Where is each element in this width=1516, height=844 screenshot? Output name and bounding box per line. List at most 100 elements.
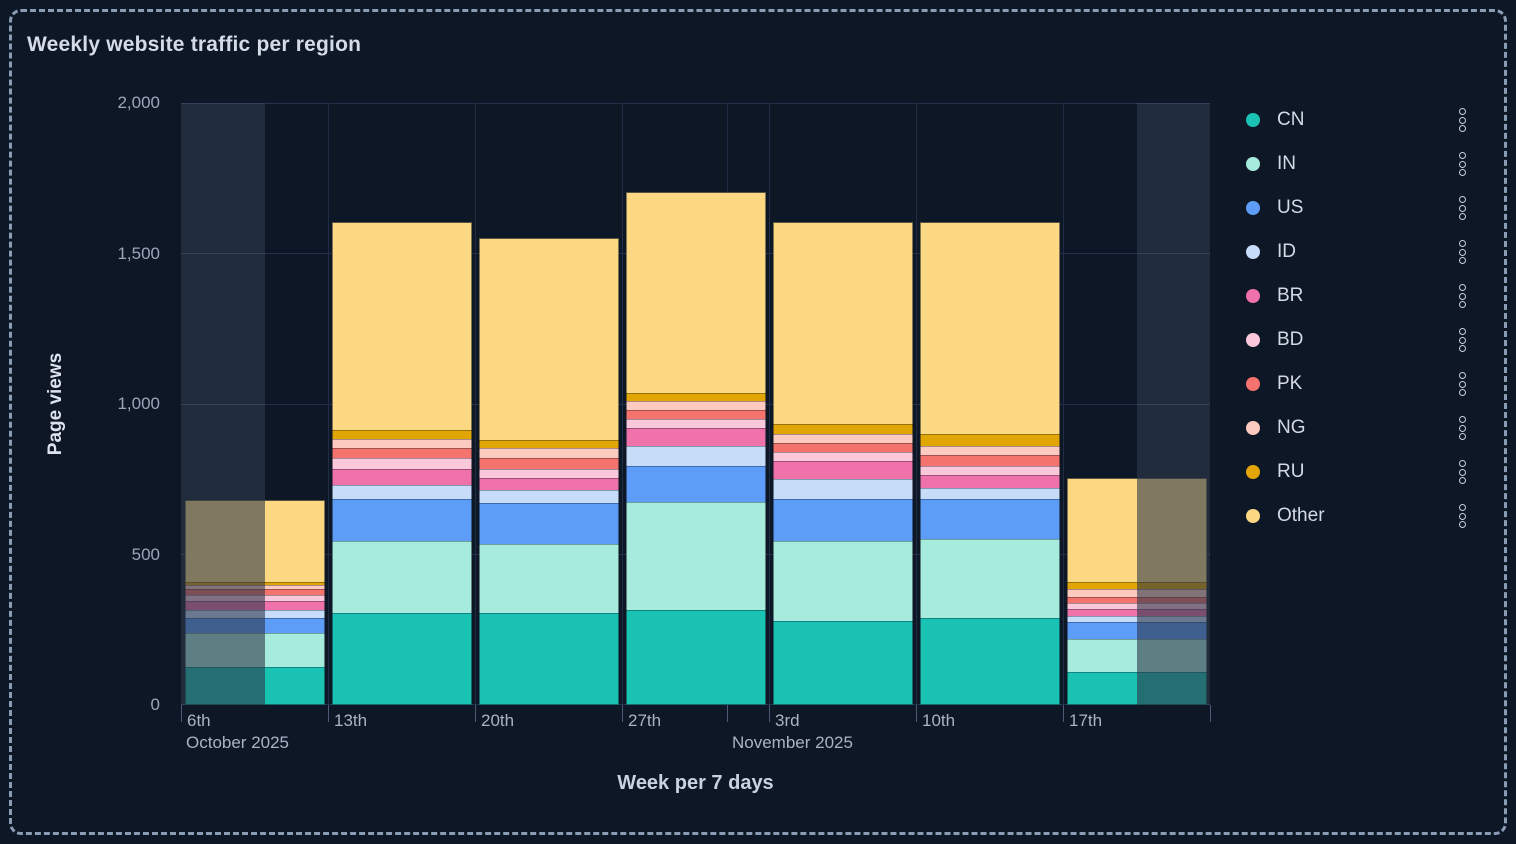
bar-segment-US-17th[interactable]: [1066, 622, 1207, 639]
legend-menu-button-br[interactable]: [1455, 281, 1470, 312]
vertical-ellipsis-icon: [1459, 460, 1466, 484]
bar-segment-BD-27th[interactable]: [625, 419, 766, 429]
bar-segment-PK-10th[interactable]: [919, 455, 1060, 466]
bar-segment-Other-17th[interactable]: [1066, 477, 1207, 582]
legend-item-us[interactable]: US: [1240, 186, 1480, 230]
bar-segment-BD-6th[interactable]: [184, 595, 325, 602]
legend-item-ru[interactable]: RU: [1240, 450, 1480, 494]
bar-segment-IN-13th[interactable]: [331, 540, 472, 614]
bar-segment-NG-13th[interactable]: [331, 438, 472, 448]
bar-segment-RU-20th[interactable]: [478, 440, 619, 448]
bar-segment-CN-6th[interactable]: [184, 667, 325, 705]
legend-menu-button-in[interactable]: [1455, 149, 1470, 180]
bar-segment-RU-17th[interactable]: [1066, 581, 1207, 590]
legend-menu-button-other[interactable]: [1455, 501, 1470, 532]
bar-segment-CN-20th[interactable]: [478, 613, 619, 705]
bar-segment-PK-6th[interactable]: [184, 589, 325, 596]
bar-segment-CN-3rd[interactable]: [772, 620, 913, 705]
x-tick-week-1: [328, 705, 329, 722]
x-tick-month-boundary: [727, 705, 728, 722]
bar-segment-ID-20th[interactable]: [478, 489, 619, 504]
legend-menu-button-us[interactable]: [1455, 193, 1470, 224]
bar-segment-BR-3rd[interactable]: [772, 461, 913, 480]
bar-segment-US-6th[interactable]: [184, 617, 325, 633]
legend-menu-button-cn[interactable]: [1455, 105, 1470, 136]
legend-item-cn[interactable]: CN: [1240, 98, 1480, 142]
bar-segment-RU-6th[interactable]: [184, 581, 325, 585]
bar-segment-NG-27th[interactable]: [625, 401, 766, 411]
bar-segment-Other-6th[interactable]: [184, 500, 325, 582]
bar-segment-Other-3rd[interactable]: [772, 221, 913, 424]
legend-item-br[interactable]: BR: [1240, 274, 1480, 318]
bar-segment-BD-3rd[interactable]: [772, 452, 913, 462]
legend-item-in[interactable]: IN: [1240, 142, 1480, 186]
bar-segment-CN-27th[interactable]: [625, 610, 766, 705]
bar-segment-PK-13th[interactable]: [331, 447, 472, 459]
legend-menu-button-ng[interactable]: [1455, 413, 1470, 444]
bar-segment-BD-20th[interactable]: [478, 468, 619, 478]
bar-segment-IN-20th[interactable]: [478, 543, 619, 614]
bar-segment-US-10th[interactable]: [919, 498, 1060, 540]
bar-segment-BD-10th[interactable]: [919, 465, 1060, 475]
bar-segment-BR-17th[interactable]: [1066, 608, 1207, 617]
bar-segment-US-13th[interactable]: [331, 498, 472, 541]
bar-segment-RU-3rd[interactable]: [772, 423, 913, 435]
legend-menu-button-bd[interactable]: [1455, 325, 1470, 356]
x-tick-week-5: [916, 705, 917, 722]
legend-label-ru: RU: [1277, 461, 1305, 482]
legend-item-pk[interactable]: PK: [1240, 362, 1480, 406]
bar-segment-CN-17th[interactable]: [1066, 671, 1207, 705]
legend-item-bd[interactable]: BD: [1240, 318, 1480, 362]
legend-label-pk: PK: [1277, 373, 1303, 394]
bar-segment-NG-3rd[interactable]: [772, 434, 913, 444]
bar-segment-IN-10th[interactable]: [919, 539, 1060, 618]
legend-menu-button-pk[interactable]: [1455, 369, 1470, 400]
bar-segment-IN-17th[interactable]: [1066, 638, 1207, 672]
legend-item-id[interactable]: ID: [1240, 230, 1480, 274]
gridline-v-week-2: [475, 103, 476, 705]
bar-segment-IN-27th[interactable]: [625, 501, 766, 611]
bar-segment-RU-10th[interactable]: [919, 434, 1060, 447]
bar-segment-BR-6th[interactable]: [184, 601, 325, 611]
bar-segment-RU-13th[interactable]: [331, 429, 472, 439]
legend-item-ng[interactable]: NG: [1240, 406, 1480, 450]
bar-segment-CN-13th[interactable]: [331, 613, 472, 705]
bar-segment-ID-10th[interactable]: [919, 488, 1060, 499]
legend-menu-button-id[interactable]: [1455, 237, 1470, 268]
legend-menu-button-ru[interactable]: [1455, 457, 1470, 488]
bar-segment-BD-17th[interactable]: [1066, 602, 1207, 609]
bar-segment-ID-17th[interactable]: [1066, 616, 1207, 623]
bar-segment-US-27th[interactable]: [625, 465, 766, 502]
bar-segment-US-20th[interactable]: [478, 503, 619, 544]
bar-segment-NG-6th[interactable]: [184, 584, 325, 590]
bar-segment-ID-3rd[interactable]: [772, 479, 913, 499]
bar-segment-Other-13th[interactable]: [331, 221, 472, 430]
bar-segment-BR-27th[interactable]: [625, 428, 766, 447]
bar-segment-BR-13th[interactable]: [331, 468, 472, 486]
bar-segment-BD-13th[interactable]: [331, 458, 472, 469]
bar-segment-RU-27th[interactable]: [625, 393, 766, 401]
bar-segment-PK-20th[interactable]: [478, 458, 619, 469]
bar-segment-US-3rd[interactable]: [772, 498, 913, 541]
bar-segment-PK-27th[interactable]: [625, 410, 766, 420]
bar-segment-NG-17th[interactable]: [1066, 589, 1207, 597]
bar-segment-NG-10th[interactable]: [919, 446, 1060, 456]
gridline-v-week-4: [769, 103, 770, 705]
bar-segment-Other-10th[interactable]: [919, 221, 1060, 435]
legend-dot-other: [1246, 509, 1260, 523]
bar-segment-NG-20th[interactable]: [478, 447, 619, 459]
bar-segment-IN-6th[interactable]: [184, 632, 325, 668]
legend-item-other[interactable]: Other: [1240, 494, 1480, 538]
bar-segment-ID-13th[interactable]: [331, 485, 472, 499]
bar-segment-ID-27th[interactable]: [625, 446, 766, 466]
x-tick-week-4: [769, 705, 770, 722]
bar-segment-CN-10th[interactable]: [919, 617, 1060, 705]
bar-segment-Other-20th[interactable]: [478, 238, 619, 441]
bar-segment-PK-3rd[interactable]: [772, 443, 913, 453]
bar-segment-Other-27th[interactable]: [625, 191, 766, 394]
bar-segment-PK-17th[interactable]: [1066, 596, 1207, 603]
bar-segment-BR-10th[interactable]: [919, 474, 1060, 489]
bar-segment-IN-3rd[interactable]: [772, 540, 913, 621]
bar-segment-BR-20th[interactable]: [478, 477, 619, 490]
bar-segment-ID-6th[interactable]: [184, 610, 325, 618]
